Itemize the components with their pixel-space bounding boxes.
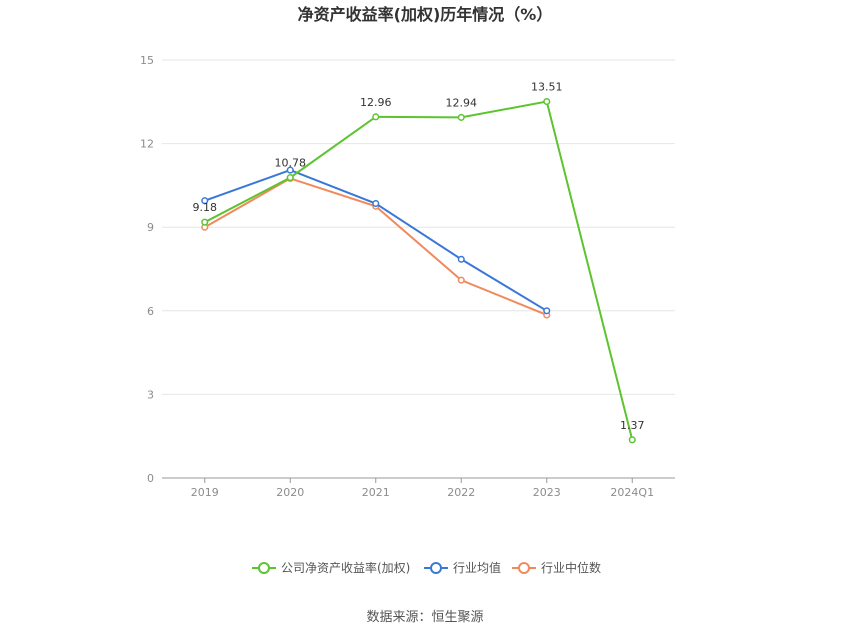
data-label: 9.18 <box>193 201 218 214</box>
legend-label: 公司净资产收益率(加权) <box>281 560 410 575</box>
y-tick-label: 9 <box>147 221 154 234</box>
x-tick-label: 2020 <box>276 486 304 499</box>
data-labels: 9.18 10.78 12.96 12.94 13.51 1.37 <box>193 81 645 432</box>
data-point <box>201 218 209 226</box>
data-label: 12.94 <box>446 96 478 109</box>
x-tick-label: 2023 <box>533 486 561 499</box>
data-point <box>286 174 294 182</box>
data-point <box>457 255 465 263</box>
y-tick-label: 6 <box>147 305 154 318</box>
x-axis-ticks: 2019 2020 2021 2022 2023 2024Q1 <box>191 478 654 499</box>
data-point <box>201 197 209 205</box>
x-tick-label: 2024Q1 <box>610 486 654 499</box>
data-point <box>457 113 465 121</box>
x-tick-label: 2022 <box>447 486 475 499</box>
legend: 公司净资产收益率(加权) 行业均值 行业中位数 <box>252 560 601 575</box>
legend-item[interactable]: 公司净资产收益率(加权) <box>252 560 410 575</box>
data-point <box>543 307 551 315</box>
y-tick-label: 0 <box>147 472 154 485</box>
data-label: 1.37 <box>620 419 645 432</box>
data-label: 12.96 <box>360 96 392 109</box>
y-axis-ticks: 0 3 6 9 12 15 <box>140 54 154 485</box>
legend-item[interactable]: 行业均值 <box>424 560 501 575</box>
series-line-2 <box>204 177 548 316</box>
data-point <box>628 436 636 444</box>
series-group <box>201 97 636 444</box>
y-tick-label: 15 <box>140 54 154 67</box>
series-line-1 <box>204 169 548 312</box>
data-point <box>457 276 465 284</box>
legend-marker <box>430 562 442 574</box>
chart-title: 净资产收益率(加权)历年情况（%） <box>298 5 553 24</box>
data-label: 10.78 <box>275 157 307 170</box>
y-tick-label: 12 <box>140 138 154 151</box>
gridlines <box>162 59 675 395</box>
data-label: 13.51 <box>531 81 563 94</box>
data-source: 数据来源：恒生聚源 <box>366 610 483 625</box>
series-line-0 <box>204 100 634 441</box>
legend-marker <box>518 562 530 574</box>
data-point <box>372 113 380 121</box>
data-point <box>286 166 294 174</box>
legend-item[interactable]: 行业中位数 <box>512 560 601 575</box>
data-point <box>543 97 551 106</box>
x-tick-label: 2021 <box>362 486 390 499</box>
legend-label: 行业均值 <box>453 560 501 575</box>
data-point <box>372 199 380 208</box>
legend-label: 行业中位数 <box>541 560 601 575</box>
y-tick-label: 3 <box>147 388 154 401</box>
legend-marker <box>258 562 270 574</box>
x-tick-label: 2019 <box>191 486 219 499</box>
